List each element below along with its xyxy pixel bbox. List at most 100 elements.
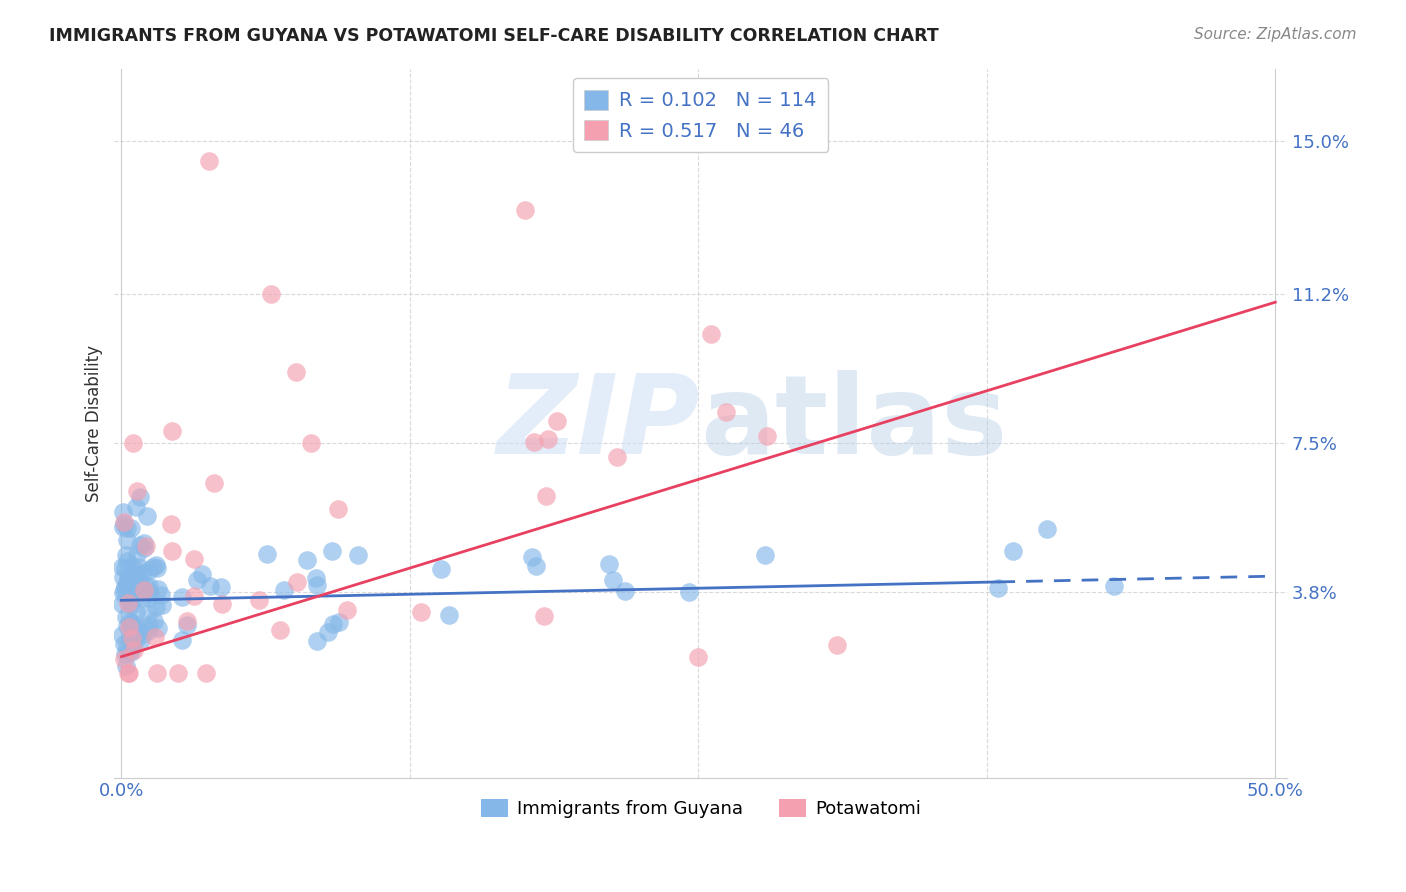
Point [118,665,141,680]
Point [138,591,160,606]
Point [121,622,143,636]
Point [138,563,160,577]
Point [170,632,193,647]
Point [121,572,143,586]
Point [606,450,628,464]
Point [125,547,148,561]
Point [112,582,135,597]
Point [114,590,136,604]
Point [524,559,547,574]
Point [121,598,143,612]
Point [198,579,221,593]
Point [138,618,160,632]
Point [1102,579,1125,593]
Point [112,505,135,519]
Point [129,624,152,638]
Point [122,436,145,450]
Point [987,581,1010,595]
Point [437,608,460,623]
Point [176,618,198,632]
Point [159,516,181,531]
Point [198,154,221,169]
Point [118,591,141,605]
Point [131,627,153,641]
Text: ZIP: ZIP [498,369,700,476]
Point [128,574,150,588]
Text: atlas: atlas [700,369,1008,476]
Point [129,490,152,504]
Point [117,596,139,610]
Point [125,620,148,634]
Point [754,548,776,562]
Point [613,583,636,598]
Point [825,638,848,652]
Point [533,608,555,623]
Point [114,648,136,662]
Point [129,633,152,648]
Point [129,538,152,552]
Point [430,562,453,576]
Point [142,559,165,574]
Point [149,588,172,602]
Point [118,632,141,646]
Point [120,578,142,592]
Point [146,665,169,680]
Point [112,570,135,584]
Point [336,602,359,616]
Point [138,579,160,593]
Point [755,429,778,443]
Point [136,509,159,524]
Point [537,432,560,446]
Point [118,644,141,658]
Point [114,658,136,673]
Point [114,548,136,562]
Point [678,584,700,599]
Point [118,620,141,634]
Point [111,598,134,612]
Point [256,547,278,561]
Point [322,617,344,632]
Point [114,579,136,593]
Point [110,559,132,574]
Point [117,572,139,586]
Point [122,580,145,594]
Point [145,558,167,573]
Point [247,592,270,607]
Point [273,582,295,597]
Point [139,586,162,600]
Point [128,576,150,591]
Point [176,614,198,628]
Point [202,476,225,491]
Point [299,436,322,450]
Point [135,539,157,553]
Point [122,643,145,657]
Point [150,598,173,612]
Point [209,580,232,594]
Point [269,624,291,638]
Point [112,652,135,666]
Point [124,500,146,514]
Point [305,578,328,592]
Point [160,543,183,558]
Point [134,536,156,550]
Point [124,633,146,648]
Point [170,591,193,605]
Point [112,516,135,530]
Point [122,632,145,646]
Point [143,630,166,644]
Point [598,557,620,571]
Point [136,607,159,621]
Point [121,565,143,579]
Point [688,649,710,664]
Point [183,552,205,566]
Point [700,327,723,342]
Point [112,520,135,534]
Point [127,567,149,582]
Point [326,502,349,516]
Point [118,596,141,610]
Point [118,614,141,628]
Point [121,631,143,645]
Point [1001,543,1024,558]
Point [115,533,138,547]
Point [546,414,568,428]
